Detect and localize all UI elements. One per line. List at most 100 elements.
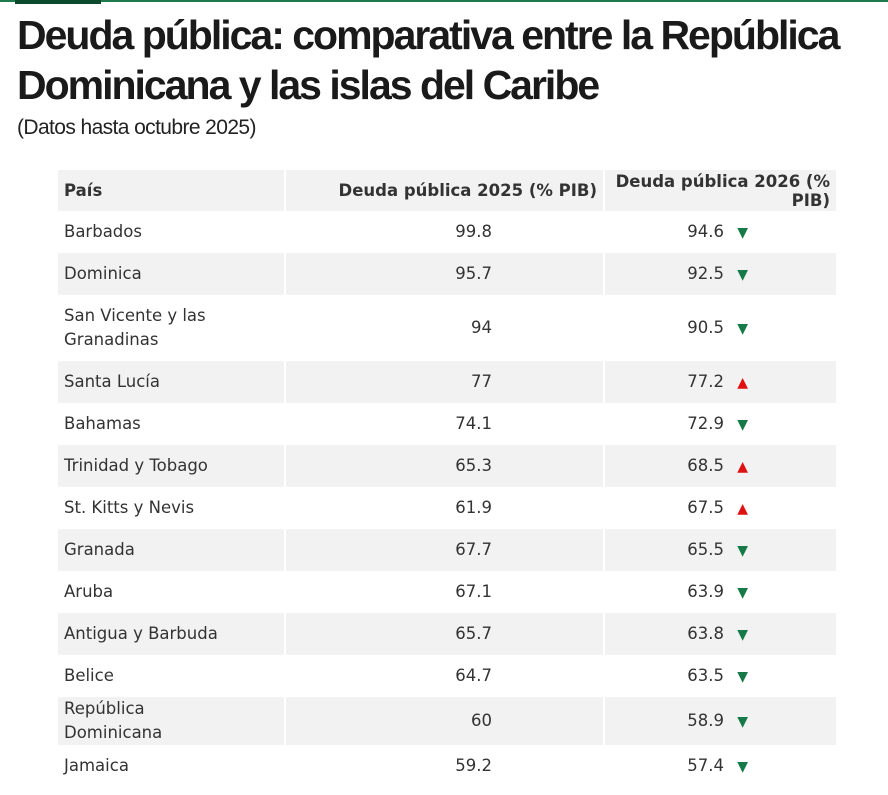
table-row: Trinidad y Tobago 65.3 68.5 ▲: [58, 445, 838, 487]
country-name: República Dominicana: [64, 699, 163, 742]
cell-debt-2025: 65.7: [284, 613, 606, 655]
cell-debt-2025: 95.7: [284, 253, 606, 295]
cell-debt-2026: 68.5 ▲: [604, 445, 838, 487]
table-row: Bahamas 74.1 72.9 ▼: [58, 403, 838, 445]
header-country[interactable]: País: [58, 170, 286, 211]
cell-country: Dominica: [58, 253, 286, 295]
down-triangle-icon: ▼: [737, 416, 748, 433]
debt-2026-value: 77.2: [687, 371, 724, 391]
debt-2026-value: 94.6: [687, 221, 724, 241]
cell-debt-2026: 77.2 ▲: [604, 361, 838, 403]
table-row: St. Kitts y Nevis 61.9 67.5 ▲: [58, 487, 838, 529]
debt-2026-value: 57.4: [687, 755, 724, 775]
cell-debt-2026: 94.6 ▼: [604, 211, 838, 253]
cell-debt-2025: 74.1: [284, 403, 606, 445]
cell-country: Bahamas: [58, 403, 286, 445]
table-header: País Deuda pública 2025 (% PIB) Deuda pú…: [58, 170, 838, 211]
country-name: Santa Lucía: [64, 372, 160, 391]
down-triangle-icon: ▼: [737, 626, 748, 643]
cell-country: Santa Lucía: [58, 361, 286, 403]
table-row: Dominica 95.7 92.5 ▼: [58, 253, 838, 295]
cell-debt-2025: 77: [284, 361, 606, 403]
table-row: Antigua y Barbuda 65.7 63.8 ▼: [58, 613, 838, 655]
down-triangle-icon: ▼: [737, 320, 748, 337]
cell-debt-2026: 72.9 ▼: [604, 403, 838, 445]
country-name: Aruba: [64, 582, 114, 601]
debt-table: País Deuda pública 2025 (% PIB) Deuda pú…: [58, 170, 838, 787]
debt-2026-value: 63.9: [687, 581, 724, 601]
table-row: Barbados 99.8 94.6 ▼: [58, 211, 838, 253]
country-name: Belice: [64, 666, 114, 685]
up-triangle-icon: ▲: [737, 458, 748, 475]
debt-2026-value: 68.5: [687, 455, 724, 475]
down-triangle-icon: ▼: [737, 266, 748, 283]
table-row: Granada 67.7 65.5 ▼: [58, 529, 838, 571]
cell-debt-2026: 57.4 ▼: [604, 745, 838, 787]
debt-2026-value: 90.5: [687, 317, 724, 337]
down-triangle-icon: ▼: [737, 224, 748, 241]
country-name: Dominica: [64, 264, 142, 283]
country-name: St. Kitts y Nevis: [64, 498, 195, 517]
table-row: Belice 64.7 63.5 ▼: [58, 655, 838, 697]
cell-debt-2026: 67.5 ▲: [604, 487, 838, 529]
down-triangle-icon: ▼: [737, 542, 748, 559]
cell-debt-2025: 67.7: [284, 529, 606, 571]
cell-debt-2026: 63.5 ▼: [604, 655, 838, 697]
cell-debt-2025: 99.8: [284, 211, 606, 253]
country-name: Jamaica: [64, 756, 129, 775]
header-debt-2025[interactable]: Deuda pública 2025 (% PIB): [284, 170, 606, 211]
debt-2026-value: 63.8: [687, 623, 724, 643]
table-row: San Vicente y las Granadinas 94 90.5 ▼: [58, 295, 838, 361]
cell-country: Antigua y Barbuda: [58, 613, 286, 655]
country-name: Antigua y Barbuda: [64, 624, 218, 643]
cell-debt-2025: 59.2: [284, 745, 606, 787]
cell-debt-2026: 63.9 ▼: [604, 571, 838, 613]
cell-country: St. Kitts y Nevis: [58, 487, 286, 529]
cell-debt-2026: 63.8 ▼: [604, 613, 838, 655]
cell-debt-2025: 60: [284, 697, 606, 745]
down-triangle-icon: ▼: [737, 668, 748, 685]
debt-2026-value: 65.5: [687, 539, 724, 559]
debt-2026-value: 67.5: [687, 497, 724, 517]
up-triangle-icon: ▲: [737, 374, 748, 391]
cell-debt-2025: 67.1: [284, 571, 606, 613]
cell-country: San Vicente y las Granadinas: [58, 295, 286, 361]
cell-debt-2026: 92.5 ▼: [604, 253, 838, 295]
country-name: Granada: [64, 540, 135, 559]
table-row: Aruba 67.1 63.9 ▼: [58, 571, 838, 613]
down-triangle-icon: ▼: [737, 584, 748, 601]
table-row: Santa Lucía 77 77.2 ▲: [58, 361, 838, 403]
cell-debt-2026: 58.9 ▼: [604, 697, 838, 745]
cell-debt-2025: 65.3: [284, 445, 606, 487]
cell-debt-2026: 65.5 ▼: [604, 529, 838, 571]
cell-country: Granada: [58, 529, 286, 571]
page-title: Deuda pública: comparativa entre la Repú…: [17, 12, 840, 108]
country-name: Bahamas: [64, 414, 141, 433]
cell-country: Barbados: [58, 211, 286, 253]
table-row: República Dominicana 60 58.9 ▼: [58, 697, 838, 745]
debt-2026-value: 63.5: [687, 665, 724, 685]
debt-2026-value: 72.9: [687, 413, 724, 433]
country-name: Barbados: [64, 222, 142, 241]
subtitle: (Datos hasta octubre 2025): [17, 116, 256, 139]
cell-country: República Dominicana: [58, 697, 286, 745]
top-accent-line: [0, 0, 888, 2]
debt-2026-value: 92.5: [687, 263, 724, 283]
cell-country: Aruba: [58, 571, 286, 613]
cell-debt-2025: 64.7: [284, 655, 606, 697]
down-triangle-icon: ▼: [737, 713, 748, 730]
cell-debt-2025: 61.9: [284, 487, 606, 529]
debt-2026-value: 58.9: [687, 710, 724, 730]
cell-debt-2025: 94: [284, 295, 606, 361]
cell-country: Jamaica: [58, 745, 286, 787]
cell-country: Trinidad y Tobago: [58, 445, 286, 487]
down-triangle-icon: ▼: [737, 758, 748, 775]
cell-country: Belice: [58, 655, 286, 697]
table-row: Jamaica 59.2 57.4 ▼: [58, 745, 838, 787]
header-debt-2026[interactable]: Deuda pública 2026 (% PIB): [604, 170, 838, 211]
country-name: Trinidad y Tobago: [64, 456, 208, 475]
top-accent-bar: [15, 0, 101, 4]
cell-debt-2026: 90.5 ▼: [604, 295, 838, 361]
up-triangle-icon: ▲: [737, 500, 748, 517]
country-name: San Vicente y las Granadinas: [64, 306, 206, 349]
